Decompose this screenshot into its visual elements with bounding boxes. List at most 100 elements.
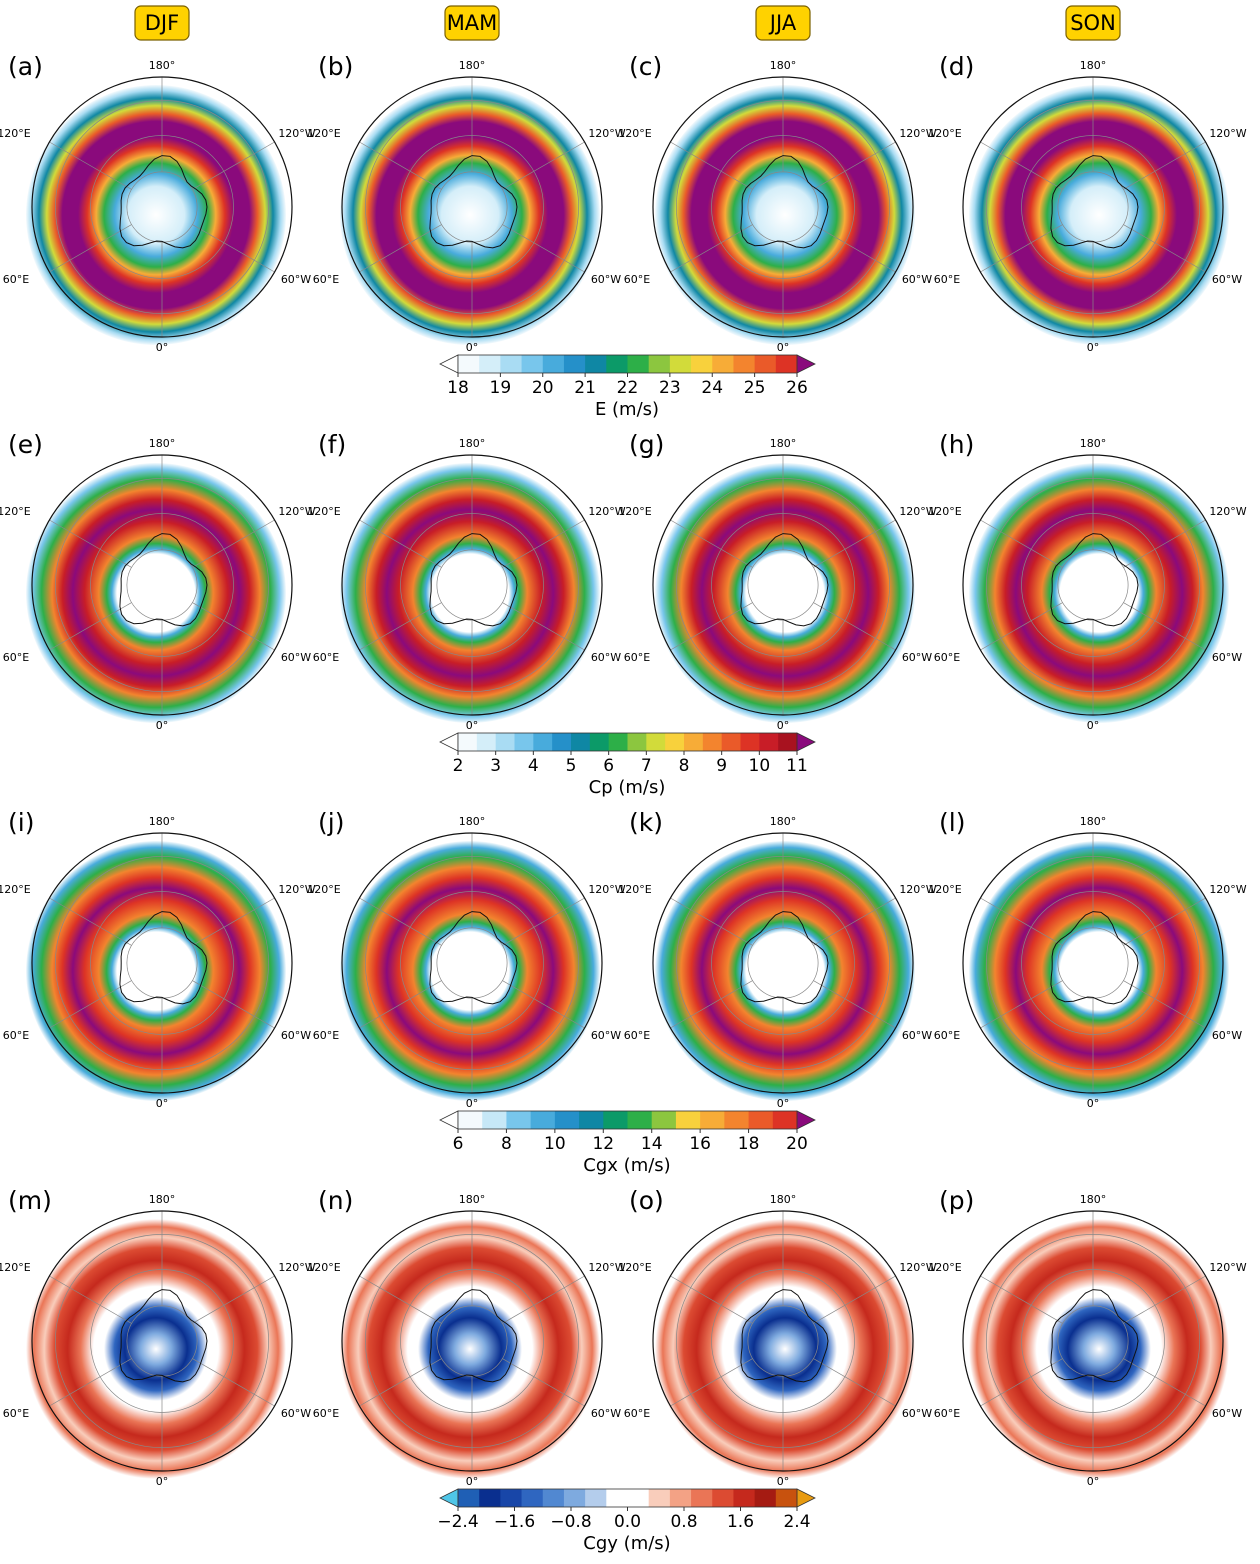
polar-map	[26, 1211, 292, 1479]
panel-label: (n)	[318, 1186, 353, 1215]
longitude-label: 120°E	[307, 127, 340, 140]
longitude-label: 180°	[149, 59, 176, 72]
colorbar-tick-label: 20	[786, 1134, 808, 1154]
longitude-label: 60°E	[3, 273, 29, 286]
colorbar-tick-label: 19	[490, 378, 512, 398]
colorbar-tick-label: 7	[641, 756, 652, 776]
colorbar-label: E (m/s)	[595, 399, 659, 420]
longitude-label: 60°W	[591, 273, 621, 286]
season-label: JJA	[768, 11, 797, 35]
longitude-label: 120°E	[618, 1261, 651, 1274]
longitude-label: 0°	[466, 1097, 479, 1110]
colorbar-tick-label: 6	[453, 1134, 464, 1154]
colorbar-tick-label: 20	[532, 378, 554, 398]
season-label: DJF	[145, 11, 179, 35]
longitude-label: 60°W	[902, 1029, 932, 1042]
polar-map	[963, 833, 1229, 1101]
longitude-label: 60°E	[624, 273, 650, 286]
polar-map	[653, 833, 915, 1101]
season-label: SON	[1070, 11, 1116, 35]
longitude-label: 180°	[770, 59, 797, 72]
colorbar-tick-label: 18	[738, 1134, 760, 1154]
panel-label: (m)	[8, 1186, 52, 1215]
polar-map	[340, 455, 602, 723]
longitude-label: 120°E	[618, 505, 651, 518]
colorbar-tick-label: 1.6	[727, 1512, 754, 1532]
panel-label: (e)	[8, 430, 43, 459]
colorbar-tick-label: 6	[603, 756, 614, 776]
longitude-label: 60°E	[3, 651, 29, 664]
longitude-label: 180°	[149, 815, 176, 828]
colorbar-tick-label: 0.8	[670, 1512, 697, 1532]
colorbar-tick-label: 18	[447, 378, 469, 398]
longitude-label: 60°E	[313, 651, 339, 664]
longitude-label: 120°W	[1209, 505, 1246, 518]
longitude-label: 120°E	[0, 505, 31, 518]
colorbar-tick-label: 4	[528, 756, 539, 776]
polar-map	[963, 455, 1229, 723]
longitude-label: 60°W	[1212, 1029, 1242, 1042]
colorbar-tick-label: 11	[786, 756, 808, 776]
longitude-label: 60°E	[624, 1029, 650, 1042]
colorbar-tick-label: 25	[744, 378, 766, 398]
longitude-label: 120°E	[928, 127, 961, 140]
longitude-label: 180°	[1080, 59, 1107, 72]
longitude-label: 0°	[1087, 1097, 1100, 1110]
longitude-label: 180°	[459, 437, 486, 450]
colorbar	[440, 1111, 815, 1129]
longitude-label: 120°E	[307, 1261, 340, 1274]
longitude-label: 60°E	[3, 1029, 29, 1042]
panel-label: (o)	[629, 1186, 664, 1215]
panel-label: (l)	[939, 808, 965, 837]
season-header: DJF	[135, 6, 189, 40]
longitude-label: 120°W	[1209, 883, 1246, 896]
longitude-label: 0°	[466, 1475, 479, 1488]
longitude-label: 60°E	[313, 1029, 339, 1042]
longitude-label: 0°	[777, 719, 790, 732]
longitude-label: 120°E	[928, 1261, 961, 1274]
panel-label: (g)	[629, 430, 664, 459]
colorbar-label: Cgy (m/s)	[583, 1533, 670, 1554]
colorbar-tick-label: 8	[679, 756, 690, 776]
longitude-label: 120°E	[307, 883, 340, 896]
longitude-label: 60°W	[281, 273, 311, 286]
season-label: MAM	[447, 11, 498, 35]
longitude-label: 60°E	[3, 1407, 29, 1420]
polar-map	[26, 455, 292, 723]
colorbar-tick-label: −1.6	[494, 1512, 535, 1532]
longitude-label: 60°E	[934, 651, 960, 664]
polar-map	[340, 1211, 602, 1479]
longitude-label: 180°	[459, 815, 486, 828]
longitude-label: 120°E	[0, 1261, 31, 1274]
colorbar-tick-label: 9	[716, 756, 727, 776]
panel-label: (f)	[318, 430, 346, 459]
longitude-label: 120°E	[618, 883, 651, 896]
season-header: JJA	[756, 6, 810, 40]
longitude-label: 0°	[156, 1097, 169, 1110]
longitude-label: 60°W	[1212, 1407, 1242, 1420]
longitude-label: 0°	[156, 341, 169, 354]
longitude-label: 120°E	[0, 883, 31, 896]
colorbar-tick-label: 2	[453, 756, 464, 776]
colorbar-tick-label: 0.0	[614, 1512, 641, 1532]
longitude-label: 120°E	[618, 127, 651, 140]
polar-map	[340, 77, 602, 345]
colorbar-tick-label: 5	[566, 756, 577, 776]
longitude-label: 120°E	[0, 127, 31, 140]
panel-label: (a)	[8, 52, 43, 81]
longitude-label: 60°E	[624, 651, 650, 664]
colorbar-tick-label: 3	[490, 756, 501, 776]
season-header: MAM	[445, 6, 499, 40]
polar-map	[963, 1211, 1229, 1479]
colorbar-tick-label: 2.4	[783, 1512, 810, 1532]
longitude-label: 60°W	[281, 1029, 311, 1042]
longitude-label: 180°	[149, 1193, 176, 1206]
colorbar-tick-label: 10	[544, 1134, 566, 1154]
longitude-label: 0°	[466, 341, 479, 354]
polar-map	[26, 77, 292, 345]
longitude-label: 60°W	[1212, 651, 1242, 664]
colorbar-tick-label: 16	[689, 1134, 711, 1154]
longitude-label: 60°W	[591, 651, 621, 664]
longitude-label: 120°E	[928, 505, 961, 518]
panel-label: (h)	[939, 430, 974, 459]
